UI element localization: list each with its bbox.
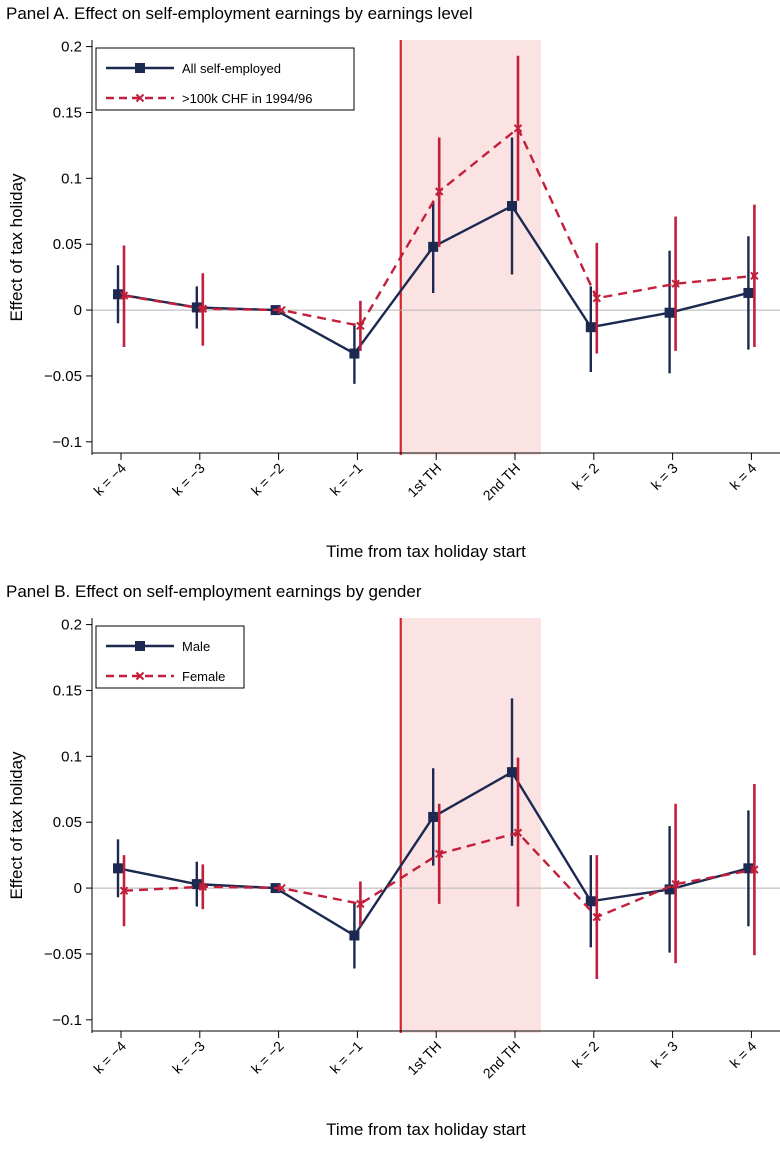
data-point xyxy=(356,321,365,331)
y-axis-label: Effect of tax holiday xyxy=(7,173,26,322)
x-tick-label: k = −1 xyxy=(327,460,366,499)
series-dashed xyxy=(119,757,759,979)
data-point xyxy=(349,930,360,941)
data-point xyxy=(349,348,360,359)
series-solid xyxy=(113,698,754,969)
data-point xyxy=(277,883,286,893)
data-point xyxy=(592,294,602,303)
data-point xyxy=(513,124,523,133)
y-tick-label: −0.05 xyxy=(44,368,82,385)
x-tick-label: k = −3 xyxy=(169,460,208,499)
chart-svg: −0.1 −0.05 0 0.05 0.1 0.15 0.2 k = −4 k = −3 k = … xyxy=(7,617,780,1139)
data-point xyxy=(750,865,759,874)
y-tick-label: 0.1 xyxy=(61,748,82,765)
legend-marker xyxy=(135,63,145,73)
data-point xyxy=(585,322,596,333)
y-tick-label: 0.2 xyxy=(61,617,82,634)
data-point xyxy=(507,201,517,211)
x-tick-label: k = 4 xyxy=(726,1038,759,1071)
data-point xyxy=(191,879,202,890)
data-point xyxy=(198,304,208,313)
data-point xyxy=(592,912,602,922)
data-point xyxy=(119,886,129,895)
x-tick-label: k = −2 xyxy=(248,1038,287,1077)
shaded-region xyxy=(400,618,542,1033)
data-point xyxy=(113,289,123,300)
x-tick-label: k = 2 xyxy=(569,460,602,493)
x-axis-label: Time from tax holiday start xyxy=(326,542,526,561)
data-point xyxy=(277,305,286,315)
data-point xyxy=(743,287,754,298)
data-point xyxy=(428,811,439,822)
data-point xyxy=(119,291,129,300)
legend-marker xyxy=(135,93,145,103)
data-point xyxy=(585,896,596,907)
series-solid xyxy=(113,137,754,384)
y-tick-label: 0.05 xyxy=(53,236,82,253)
data-point xyxy=(743,863,754,874)
data-point xyxy=(191,302,202,313)
series-dashed xyxy=(119,55,759,354)
legend: Male Female xyxy=(95,625,245,689)
x-tick-label: 2nd TH xyxy=(480,1038,524,1082)
x-tick-label: k = −4 xyxy=(90,1038,129,1077)
panel-a: Panel A. Effect on self-employment earni… xyxy=(6,4,780,561)
legend-marker xyxy=(135,641,145,651)
legend-marker xyxy=(135,671,145,681)
panel-b: Panel B. Effect on self-employment earni… xyxy=(0,578,780,1156)
data-point xyxy=(434,187,444,196)
y-axis-label: Effect of tax holiday xyxy=(7,751,26,900)
data-point xyxy=(664,884,675,895)
y-tick-label: 0.15 xyxy=(53,682,82,699)
chart-title: Panel A. Effect on self-employment earni… xyxy=(6,4,473,23)
x-tick-label: 1st TH xyxy=(404,460,444,500)
data-point xyxy=(671,879,680,889)
data-point xyxy=(113,863,123,874)
legend: All self-employed >100k CHF in 1994/96 xyxy=(95,47,355,111)
x-tick-label: k = −3 xyxy=(169,1038,208,1077)
y-tick-label: 0 xyxy=(74,880,82,897)
data-point xyxy=(434,849,444,859)
x-axis-label: Time from tax holiday start xyxy=(326,1120,526,1139)
data-point xyxy=(513,828,523,837)
x-tick-label: k = 2 xyxy=(569,1038,602,1071)
x-tick-label: k = −1 xyxy=(327,1038,366,1077)
x-tick-label: k = −2 xyxy=(248,460,287,499)
chart-svg: −0.1 −0.05 0 0.05 0.1 0.15 0.2 k = −4 k = −3 k = … xyxy=(7,39,780,561)
x-tick-label: k = 3 xyxy=(648,460,681,493)
x-tick-label: 2nd TH xyxy=(480,460,524,504)
data-point xyxy=(356,899,365,909)
data-point xyxy=(750,271,759,281)
y-tick-label: 0.15 xyxy=(53,104,82,121)
legend-label: >100k CHF in 1994/96 xyxy=(182,91,312,106)
data-point xyxy=(507,767,517,778)
y-tick-label: 0.05 xyxy=(53,814,82,831)
legend-label: Female xyxy=(182,669,225,684)
legend-label: All self-employed xyxy=(182,61,281,76)
y-tick-label: −0.05 xyxy=(44,946,82,963)
y-tick-label: −0.1 xyxy=(52,434,82,451)
data-point xyxy=(428,241,439,252)
data-point xyxy=(671,279,680,288)
x-tick-label: k = 4 xyxy=(726,460,759,493)
x-tick-label: k = 3 xyxy=(648,1038,681,1071)
legend-label: Male xyxy=(182,639,210,654)
data-point xyxy=(198,882,208,891)
y-tick-label: 0.1 xyxy=(61,170,82,187)
y-tick-label: −0.1 xyxy=(52,1012,82,1029)
legend-box xyxy=(95,625,245,689)
x-tick-label: k = −4 xyxy=(90,460,129,499)
y-tick-label: 0.2 xyxy=(61,39,82,56)
x-tick-label: 1st TH xyxy=(404,1038,444,1078)
chart-title: Panel B. Effect on self-employment earni… xyxy=(6,582,422,601)
y-tick-label: 0 xyxy=(74,302,82,319)
shaded-region xyxy=(400,40,542,455)
data-point xyxy=(664,307,675,318)
